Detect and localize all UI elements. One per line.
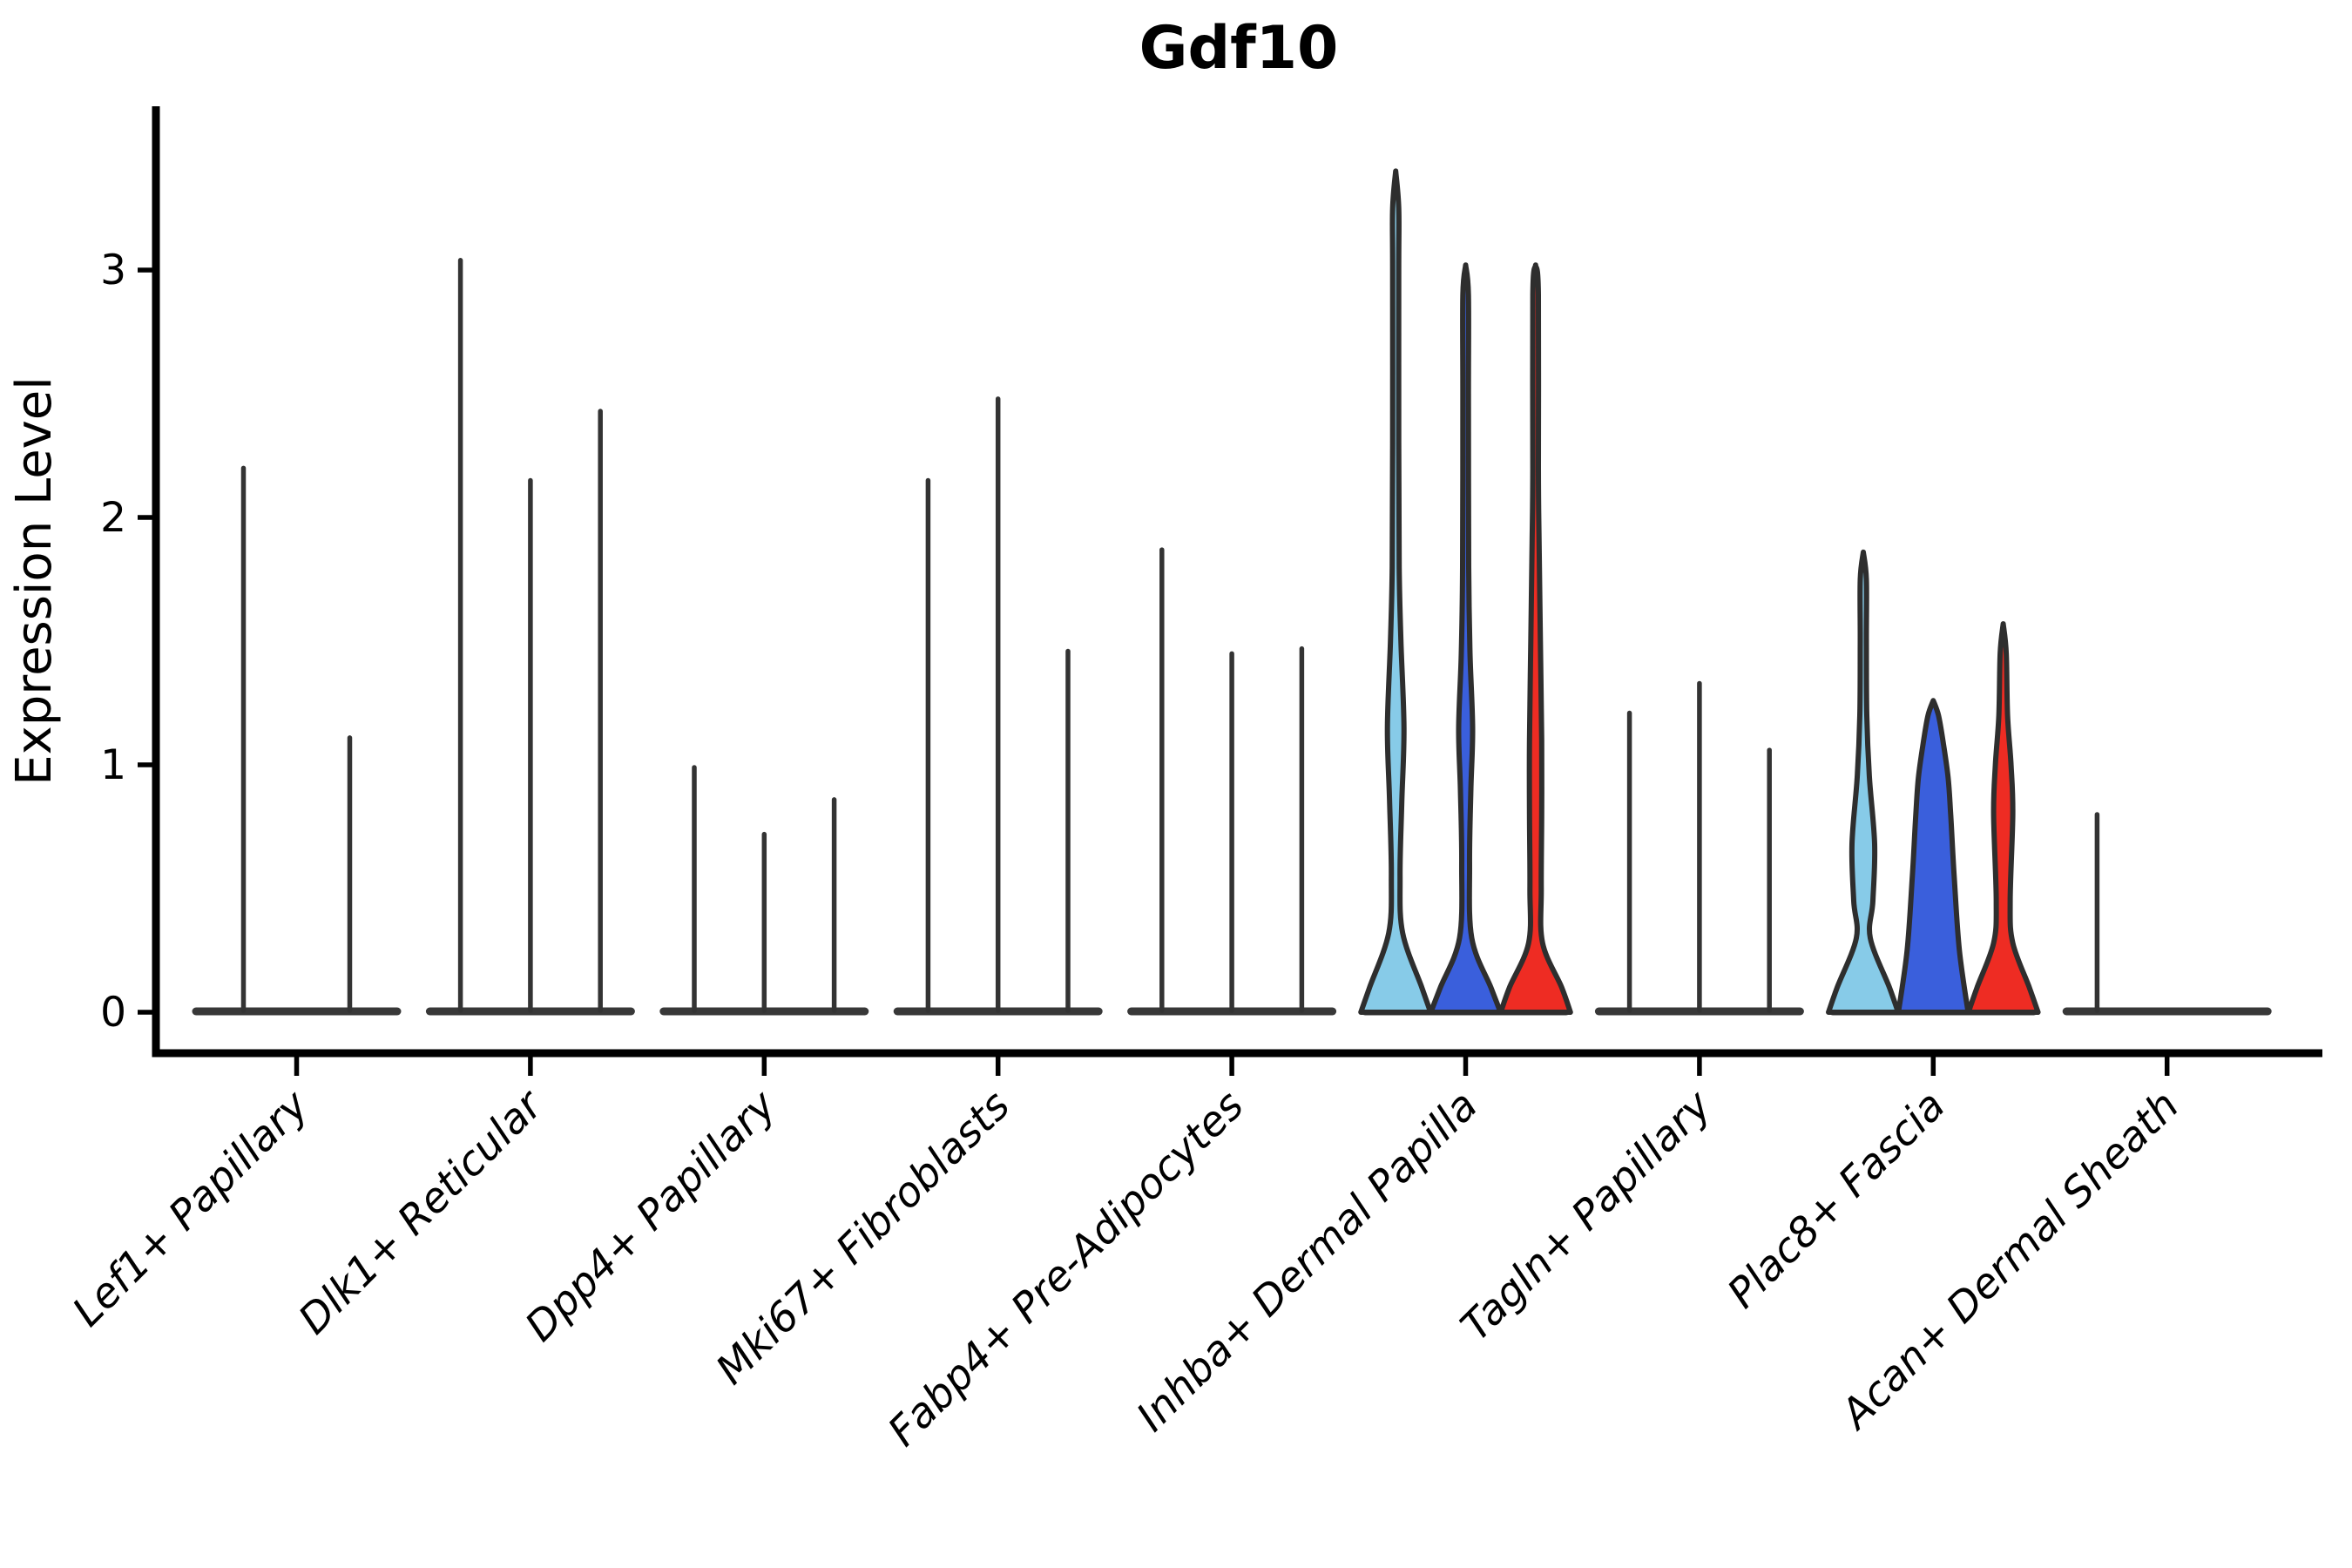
violin-red: [1965, 621, 2041, 1015]
violin-blue: [1896, 698, 1971, 1015]
violin-blue: [1428, 262, 1504, 1015]
category-label: Dpp4+ Papillary: [517, 1081, 787, 1351]
category-label: Dlk1+ Reticular: [289, 1080, 553, 1344]
y-axis-label: Expression Level: [6, 376, 63, 786]
y-tick-label: 0: [100, 989, 126, 1037]
category-label: Lef1+ Papillary: [64, 1081, 319, 1336]
chart-title: Gdf10: [1139, 14, 1339, 83]
violin-lightblue: [1358, 168, 1434, 1015]
y-tick-label: 2: [100, 494, 126, 542]
violin-lightblue: [1826, 549, 1901, 1015]
y-tick-label: 1: [100, 741, 126, 789]
category-label: Tagln+ Papillary: [1452, 1081, 1722, 1351]
y-tick-label: 3: [100, 247, 126, 294]
category-label: Plac8+ Fascia: [1719, 1082, 1955, 1318]
violin-red: [1497, 262, 1573, 1015]
